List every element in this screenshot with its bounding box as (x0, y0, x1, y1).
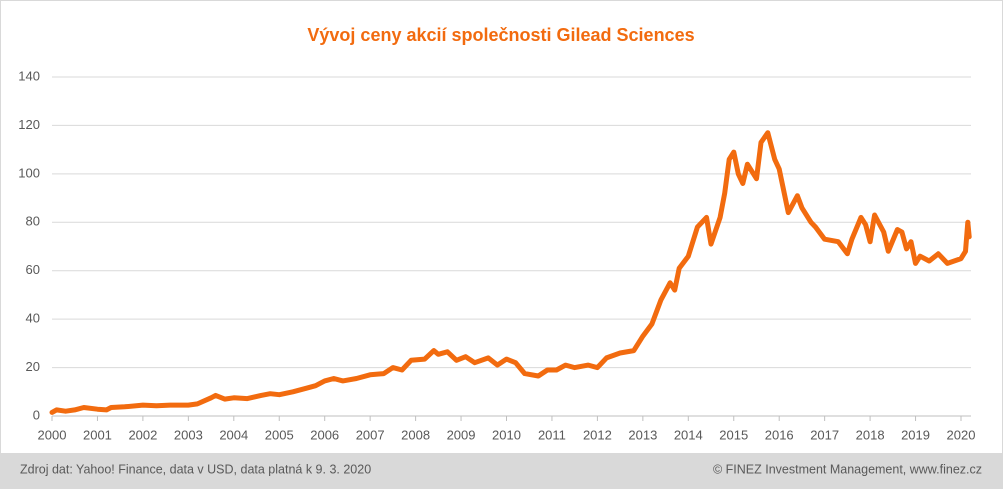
x-tick-label: 2004 (219, 427, 248, 442)
x-tick-label: 2008 (401, 427, 430, 442)
y-tick-label: 60 (26, 262, 40, 277)
x-tick-label: 2009 (447, 427, 476, 442)
x-tick-label: 2015 (719, 427, 748, 442)
x-tick-label: 2006 (310, 427, 339, 442)
x-tick-label: 2007 (356, 427, 385, 442)
x-tick-label: 2003 (174, 427, 203, 442)
y-tick-label: 80 (26, 214, 40, 229)
x-tick-label: 2005 (265, 427, 294, 442)
x-tick-label: 2017 (810, 427, 839, 442)
y-tick-label: 120 (18, 117, 40, 132)
y-tick-label: 140 (18, 68, 40, 83)
credit-note: © FINEZ Investment Management, www.finez… (713, 462, 982, 476)
x-tick-label: 2011 (538, 427, 566, 442)
x-tick-label: 2013 (628, 427, 657, 442)
footer-bar (1, 453, 1002, 488)
x-tick-label: 2016 (765, 427, 794, 442)
x-tick-label: 2019 (901, 427, 930, 442)
y-tick-label: 20 (26, 359, 40, 374)
y-tick-label: 100 (18, 165, 40, 180)
x-tick-label: 2018 (856, 427, 885, 442)
y-tick-label: 0 (33, 407, 40, 422)
source-note: Zdroj dat: Yahoo! Finance, data v USD, d… (20, 462, 371, 476)
x-tick-label: 2000 (38, 427, 67, 442)
x-tick-label: 2010 (492, 427, 521, 442)
y-tick-label: 40 (26, 311, 40, 326)
price-line (49, 130, 972, 415)
chart-title: Vývoj ceny akcií společnosti Gilead Scie… (307, 25, 694, 45)
x-tick-label: 2012 (583, 427, 612, 442)
x-tick-label: 2001 (83, 427, 112, 442)
x-tick-label: 2020 (947, 427, 976, 442)
x-tick-label: 2014 (674, 427, 703, 442)
x-tick-label: 2002 (128, 427, 157, 442)
